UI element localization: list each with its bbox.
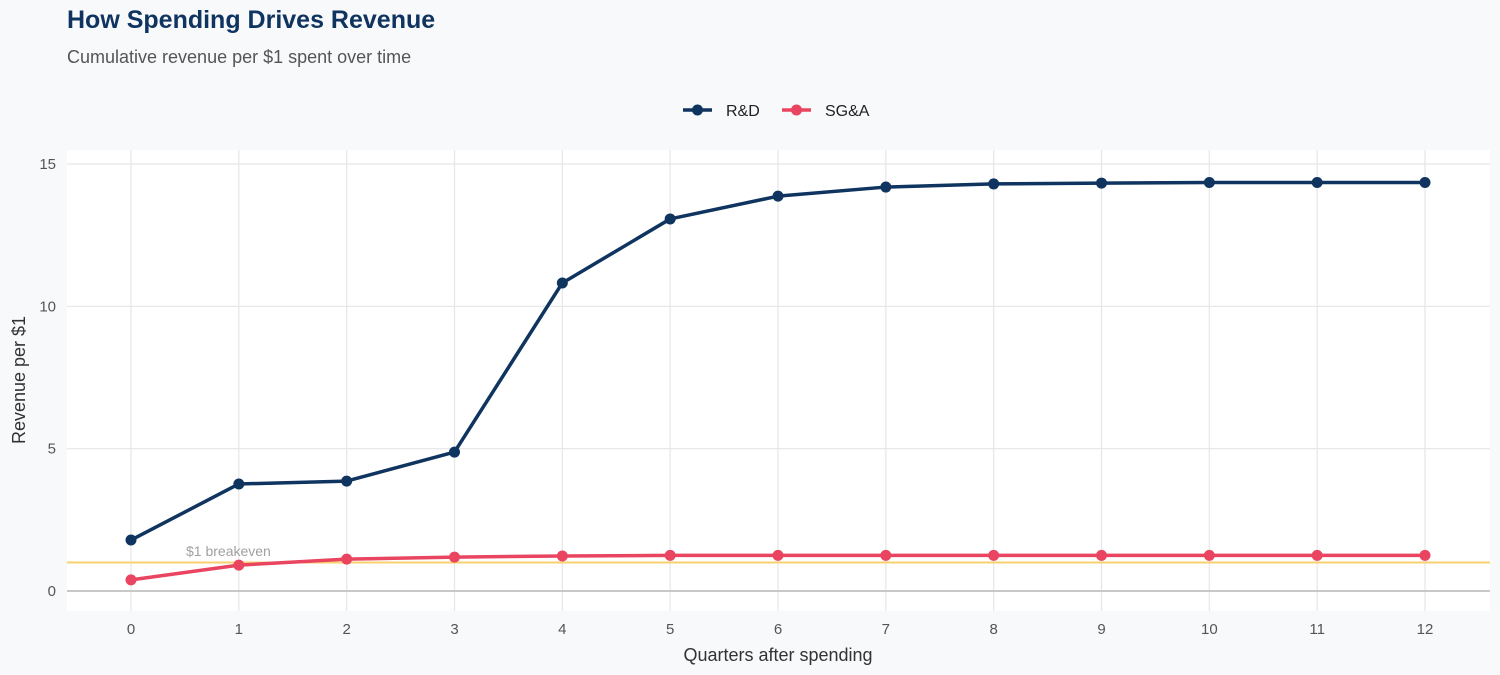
legend-key-point (791, 104, 802, 116)
y-tick-label: 0 (48, 583, 56, 600)
data-point (664, 213, 676, 225)
data-point (988, 178, 1000, 190)
data-point (449, 446, 460, 458)
x-tick-label: 2 (342, 621, 350, 638)
data-point (1203, 549, 1215, 561)
data-point (1311, 549, 1323, 561)
y-tick-label: 10 (39, 298, 56, 315)
y-tick-label: 15 (39, 156, 56, 173)
y-axis-title: Revenue per $1 (9, 316, 29, 444)
data-point (1096, 177, 1107, 189)
data-point (880, 181, 892, 193)
x-tick-label: 8 (989, 621, 997, 638)
data-point (449, 551, 460, 563)
data-point (1419, 549, 1431, 561)
data-point (556, 550, 568, 562)
data-point (772, 190, 784, 202)
x-axis-title: Quarters after spending (683, 645, 872, 665)
data-point (125, 534, 137, 546)
x-tick-label: 11 (1309, 621, 1325, 638)
data-point (1203, 177, 1215, 189)
x-tick-label: 3 (450, 621, 458, 638)
chart-subtitle: Cumulative revenue per $1 spent over tim… (67, 47, 412, 67)
x-tick-label: 9 (1097, 621, 1105, 638)
x-tick-label: 6 (774, 621, 782, 638)
breakeven-label: $1 breakeven (186, 543, 271, 559)
data-point (1311, 177, 1323, 189)
x-tick-label: 0 (127, 621, 135, 638)
y-tick-label: 5 (48, 441, 56, 458)
data-point (772, 549, 784, 561)
data-point (125, 574, 137, 586)
x-tick-label: 10 (1201, 621, 1218, 638)
data-point (341, 553, 353, 565)
x-tick-label: 12 (1417, 621, 1434, 638)
x-tick-label: 5 (666, 621, 674, 638)
legend-label: R&D (726, 103, 760, 120)
data-point (1419, 177, 1431, 189)
data-point (988, 549, 1000, 561)
x-tick-label: 7 (882, 621, 890, 638)
data-point (880, 549, 892, 561)
data-point (1096, 549, 1107, 561)
x-tick-label: 4 (558, 621, 566, 638)
data-point (341, 475, 353, 487)
legend-key-point (692, 104, 703, 116)
legend-label: SG&A (825, 103, 870, 120)
data-point (556, 277, 568, 289)
data-point (233, 478, 245, 490)
x-tick-label: 1 (235, 621, 243, 638)
data-point (664, 549, 676, 561)
data-point (233, 559, 245, 571)
chart-title: How Spending Drives Revenue (67, 6, 436, 34)
